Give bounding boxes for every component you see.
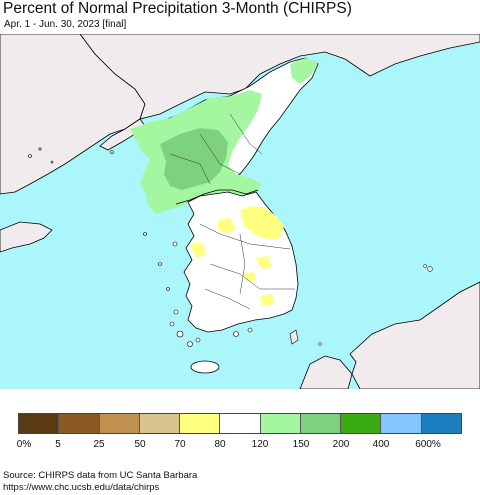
legend-swatch — [220, 414, 261, 433]
legend-swatch — [59, 414, 100, 433]
legend-tick-label: 70 — [174, 439, 186, 450]
map-canvas — [0, 34, 480, 389]
legend-swatch — [19, 414, 60, 433]
sk-dry-zone-4 — [256, 256, 272, 270]
province-boundaries — [169, 113, 295, 310]
sk-dry-zone-6 — [260, 294, 274, 306]
legend-swatch — [300, 414, 342, 433]
legend-tick-label: 50 — [134, 439, 146, 450]
legend-swatch — [139, 414, 181, 433]
southern-islands — [158, 241, 253, 347]
legend-swatch — [421, 414, 461, 433]
legend-tick-label: 400 — [372, 439, 390, 450]
legend-color-bar — [18, 413, 462, 434]
legend-tick-label: 80 — [214, 439, 226, 450]
legend-tick-label: 150 — [292, 439, 310, 450]
legend-tick-label: 200 — [332, 439, 350, 450]
jeju-island — [190, 360, 220, 374]
map-subtitle: Apr. 1 - Jun. 30, 2023 [final] — [4, 19, 127, 30]
legend-swatch — [260, 414, 301, 433]
precipitation-map — [0, 34, 480, 389]
legend-tick-label: 0% — [16, 439, 32, 450]
legend-tick-label: 120 — [251, 439, 269, 450]
northern-landmass — [79, 34, 480, 120]
sk-dry-zone-2 — [218, 218, 236, 234]
legend-swatch — [99, 414, 140, 433]
nk-northeast-green — [290, 58, 318, 84]
western-islets — [28, 147, 147, 236]
source-url: https://www.chc.ucsb.edu/data/chirps — [3, 482, 160, 493]
source-line: Source: CHIRPS data from UC Santa Barbar… — [3, 470, 198, 481]
shandong-coast — [0, 221, 53, 253]
japan-islets — [318, 264, 433, 346]
dmz-border — [175, 189, 259, 205]
legend-tick-label: 5 — [55, 439, 61, 450]
japan-honshu — [349, 281, 480, 389]
sk-dry-zone-3 — [190, 242, 206, 258]
japan-kyushu — [299, 355, 353, 389]
legend-tick-label: 600% — [415, 439, 441, 450]
legend-tick-label: 25 — [93, 439, 105, 450]
map-title: Percent of Normal Precipitation 3-Month … — [3, 0, 352, 17]
legend-swatch — [180, 414, 221, 433]
legend-swatch — [381, 414, 422, 433]
tsushima-island — [289, 329, 299, 345]
sk-dry-zone-1 — [240, 206, 284, 240]
legend-swatch — [341, 414, 382, 433]
nk-wet-zone — [160, 128, 228, 190]
source-credit: Source: CHIRPS data from UC Santa Barbar… — [3, 470, 197, 494]
legend: 0% 5 25 50 70 80 120 150 200 400 600% — [0, 413, 480, 453]
